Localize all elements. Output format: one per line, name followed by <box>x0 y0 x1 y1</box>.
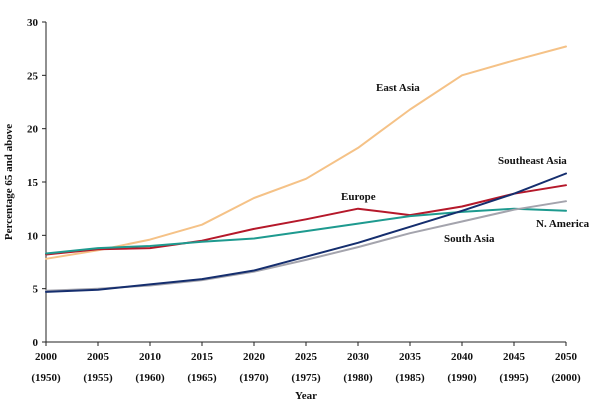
x-tick-sublabel: (1995) <box>499 372 529 384</box>
x-tick-label: 2020 <box>243 351 266 363</box>
x-axis-ticks: 2000 (1950) 2005 (1955) 2010 (1960) 2015 (1965)… <box>31 342 581 384</box>
y-tick-label: 30 <box>27 17 39 29</box>
chart-axes <box>45 22 566 343</box>
x-tick-label: 2015 <box>191 351 214 363</box>
label-south-asia: South Asia <box>444 233 495 245</box>
x-axis-title: Year <box>295 390 317 402</box>
x-tick-label: 2005 <box>87 351 110 363</box>
series-line-europe <box>45 184 567 256</box>
x-tick-sublabel: (2000) <box>551 372 581 384</box>
y-tick-label: 25 <box>27 70 39 82</box>
x-tick-sublabel: (1960) <box>135 372 165 384</box>
x-tick-sublabel: (1985) <box>395 372 425 384</box>
label-southeast-asia: Southeast Asia <box>498 155 567 167</box>
x-tick-sublabel: (1970) <box>239 372 269 384</box>
x-tick-sublabel: (1975) <box>291 372 321 384</box>
label-n-america: N. America <box>536 218 590 230</box>
x-tick-label: 2010 <box>139 351 162 363</box>
y-tick-label: 5 <box>33 284 39 296</box>
x-tick-sublabel: (1955) <box>83 372 113 384</box>
y-tick-label: 10 <box>27 230 39 242</box>
y-tick-label: 15 <box>27 177 39 189</box>
series-line-east-asia <box>45 45 567 260</box>
x-tick-label: 2025 <box>295 351 318 363</box>
label-europe: Europe <box>341 191 376 203</box>
x-tick-label: 2050 <box>555 351 578 363</box>
x-tick-label: 2045 <box>503 351 526 363</box>
x-tick-label: 2030 <box>347 351 370 363</box>
x-tick-sublabel: (1980) <box>343 372 373 384</box>
y-tick-label: 0 <box>33 337 39 349</box>
series-line-southeast-asia <box>45 172 567 293</box>
x-tick-sublabel: (1965) <box>187 372 217 384</box>
series-lines <box>45 45 567 293</box>
y-axis-ticks: 0 5 10 15 20 25 30 <box>27 17 46 349</box>
series-line-n-america <box>45 207 567 255</box>
x-tick-sublabel: (1990) <box>447 372 477 384</box>
x-tick-sublabel: (1950) <box>31 372 61 384</box>
y-tick-label: 20 <box>27 124 39 136</box>
series-line-south-asia <box>45 200 567 292</box>
x-tick-label: 2040 <box>451 351 474 363</box>
x-tick-label: 2035 <box>399 351 422 363</box>
y-axis-title: Percentage 65 and above <box>3 124 15 240</box>
label-east-asia: East Asia <box>376 82 420 94</box>
x-tick-label: 2000 <box>35 351 58 363</box>
